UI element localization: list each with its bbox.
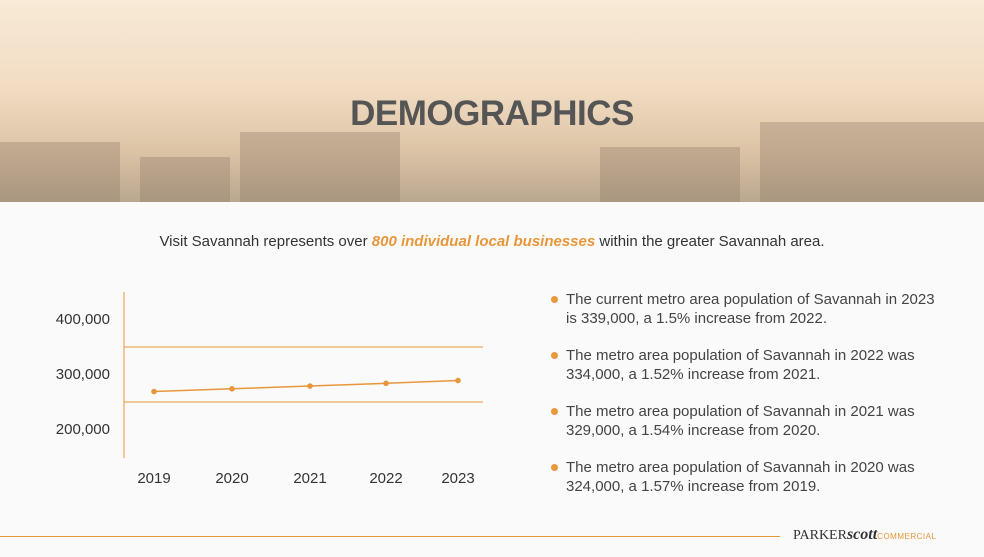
bullet: The metro area population of Savannah in…: [566, 347, 915, 383]
logo-brand: PARKER: [793, 528, 847, 543]
logo-script: scott: [846, 526, 878, 543]
y-tick-label: 200,000: [56, 421, 110, 438]
intro-text: within the greater Savannah area.: [595, 233, 825, 250]
line: [153, 379, 459, 393]
bullet: The metro area population of Savannah in…: [566, 459, 915, 495]
x-tick-label: 2021: [293, 470, 326, 487]
logo: PARKERscottCOMMERCIAL: [793, 526, 936, 544]
bullet-dot: [551, 408, 558, 415]
y-tick-label: 300,000: [56, 366, 110, 383]
bullet-dot: [551, 352, 558, 359]
x-tick-label: 2022: [369, 470, 402, 487]
x-tick-label: 2019: [137, 470, 170, 487]
point: [455, 377, 461, 384]
footer-rule: [0, 536, 780, 537]
logo-sub: COMMERCIAL: [877, 532, 937, 541]
point: [307, 383, 313, 389]
x-tick-label: 2020: [215, 470, 248, 487]
intro-text: Visit Savannah represents over: [159, 233, 372, 250]
point: [229, 386, 235, 392]
header-image: [0, 0, 984, 202]
x-tick-label: 2023: [441, 470, 474, 487]
bullet: The metro area population of Savannah in…: [566, 403, 915, 439]
intro: Visit Savannah represents over 800 indiv…: [0, 233, 984, 250]
intro-highlight: 800 individual local businesses: [371, 233, 596, 250]
bullet-dot: [551, 296, 558, 303]
y-tick-label: 400,000: [56, 311, 110, 328]
bullet: The current metro area population of Sav…: [566, 291, 935, 327]
point: [383, 380, 389, 387]
title: DEMOGRAPHICS: [350, 94, 634, 133]
point: [151, 388, 157, 395]
bullet-dot: [551, 464, 558, 471]
